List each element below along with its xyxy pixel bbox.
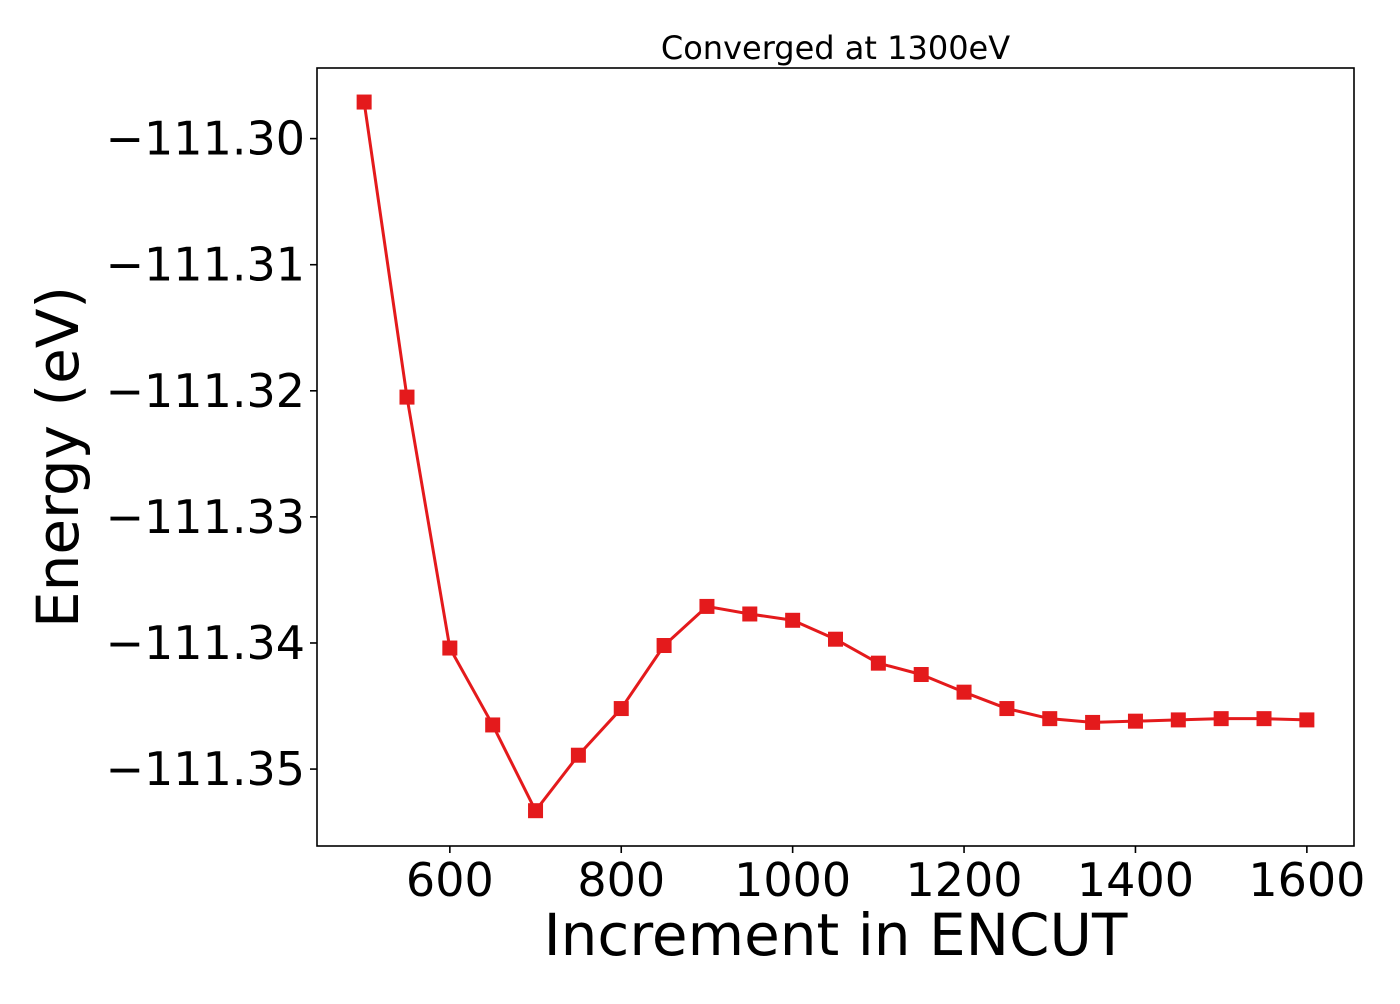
y-tick-label: −111.35 bbox=[106, 742, 306, 796]
y-tick-label: −111.33 bbox=[106, 490, 306, 544]
data-point-marker bbox=[1042, 711, 1058, 727]
data-point-marker bbox=[785, 612, 801, 628]
data-point-marker bbox=[570, 747, 586, 763]
data-point-marker bbox=[399, 389, 415, 405]
x-tick-label: 600 bbox=[406, 853, 494, 907]
data-point-marker bbox=[913, 667, 929, 683]
x-tick-label: 1400 bbox=[1077, 853, 1194, 907]
y-tick-label: −111.30 bbox=[106, 112, 306, 166]
data-point-marker bbox=[1085, 714, 1101, 730]
series-line bbox=[362, 101, 1307, 813]
plot-layer bbox=[356, 94, 1315, 819]
x-tick-label: 800 bbox=[577, 853, 665, 907]
data-point-marker bbox=[956, 684, 972, 700]
plot-frame bbox=[316, 67, 1355, 847]
data-point-marker bbox=[870, 655, 886, 671]
data-point-marker bbox=[1213, 711, 1229, 727]
data-point-marker bbox=[528, 803, 544, 819]
y-tick-label: −111.31 bbox=[106, 238, 306, 292]
y-tick-label: −111.34 bbox=[106, 616, 306, 670]
data-point-marker bbox=[656, 638, 672, 654]
y-ticks: −111.30 −111.31 −111.32 −111.33 −111.34 −111.… bbox=[106, 112, 317, 796]
x-tick-label: 1200 bbox=[906, 853, 1023, 907]
data-point-marker bbox=[356, 94, 372, 110]
data-point-marker bbox=[1299, 712, 1315, 728]
x-axis-label: Increment in ENCUT bbox=[544, 901, 1128, 969]
x-tick-label: 1000 bbox=[734, 853, 851, 907]
x-tick-label: 1600 bbox=[1248, 853, 1365, 907]
chart-title: Converged at 1300eV bbox=[661, 29, 1010, 67]
data-point-marker bbox=[699, 598, 715, 614]
data-point-marker bbox=[828, 631, 843, 647]
x-ticks: 600 800 1000 1200 1400 1600 bbox=[406, 846, 1365, 907]
data-point-marker bbox=[1170, 712, 1186, 728]
data-point-marker bbox=[442, 640, 458, 656]
data-point-marker bbox=[485, 717, 501, 733]
data-point-marker bbox=[1256, 711, 1272, 727]
data-point-marker bbox=[999, 701, 1015, 717]
y-axis-label: Energy (eV) bbox=[24, 286, 92, 628]
y-tick-label: −111.32 bbox=[106, 364, 306, 418]
data-point-marker bbox=[1127, 713, 1143, 729]
data-point-marker bbox=[742, 606, 758, 622]
data-point-marker bbox=[613, 701, 629, 717]
